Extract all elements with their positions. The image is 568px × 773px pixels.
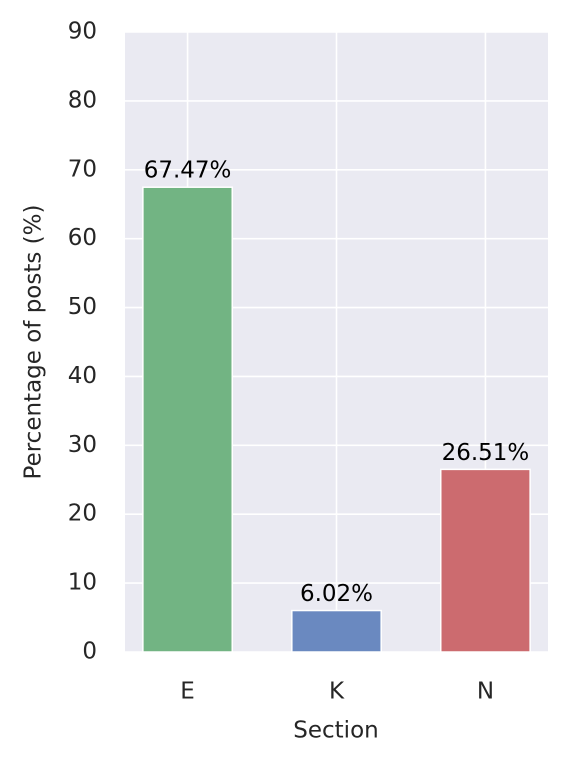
x-axis-label: Section	[293, 718, 378, 744]
y-tick-label: 50	[68, 294, 97, 320]
value-label: 26.51%	[442, 440, 530, 466]
y-tick-label: 30	[68, 432, 97, 458]
x-tick-label: K	[329, 679, 345, 705]
bar	[440, 468, 531, 653]
y-tick-label: 80	[68, 87, 97, 113]
value-label: 6.02%	[300, 581, 373, 607]
x-tick-label: E	[180, 679, 195, 705]
y-tick-label: 20	[68, 501, 97, 527]
bar	[291, 609, 382, 653]
y-tick-label: 10	[68, 570, 97, 596]
x-tick-label: N	[477, 679, 494, 705]
value-label: 67.47%	[144, 158, 232, 184]
y-tick-label: 40	[68, 363, 97, 389]
y-tick-label: 70	[68, 156, 97, 182]
y-axis-label: Percentage of posts (%)	[21, 205, 47, 480]
y-tick-label: 60	[68, 225, 97, 251]
y-tick-label: 90	[68, 19, 97, 45]
y-tick-label: 0	[82, 639, 97, 665]
bar	[142, 186, 233, 653]
